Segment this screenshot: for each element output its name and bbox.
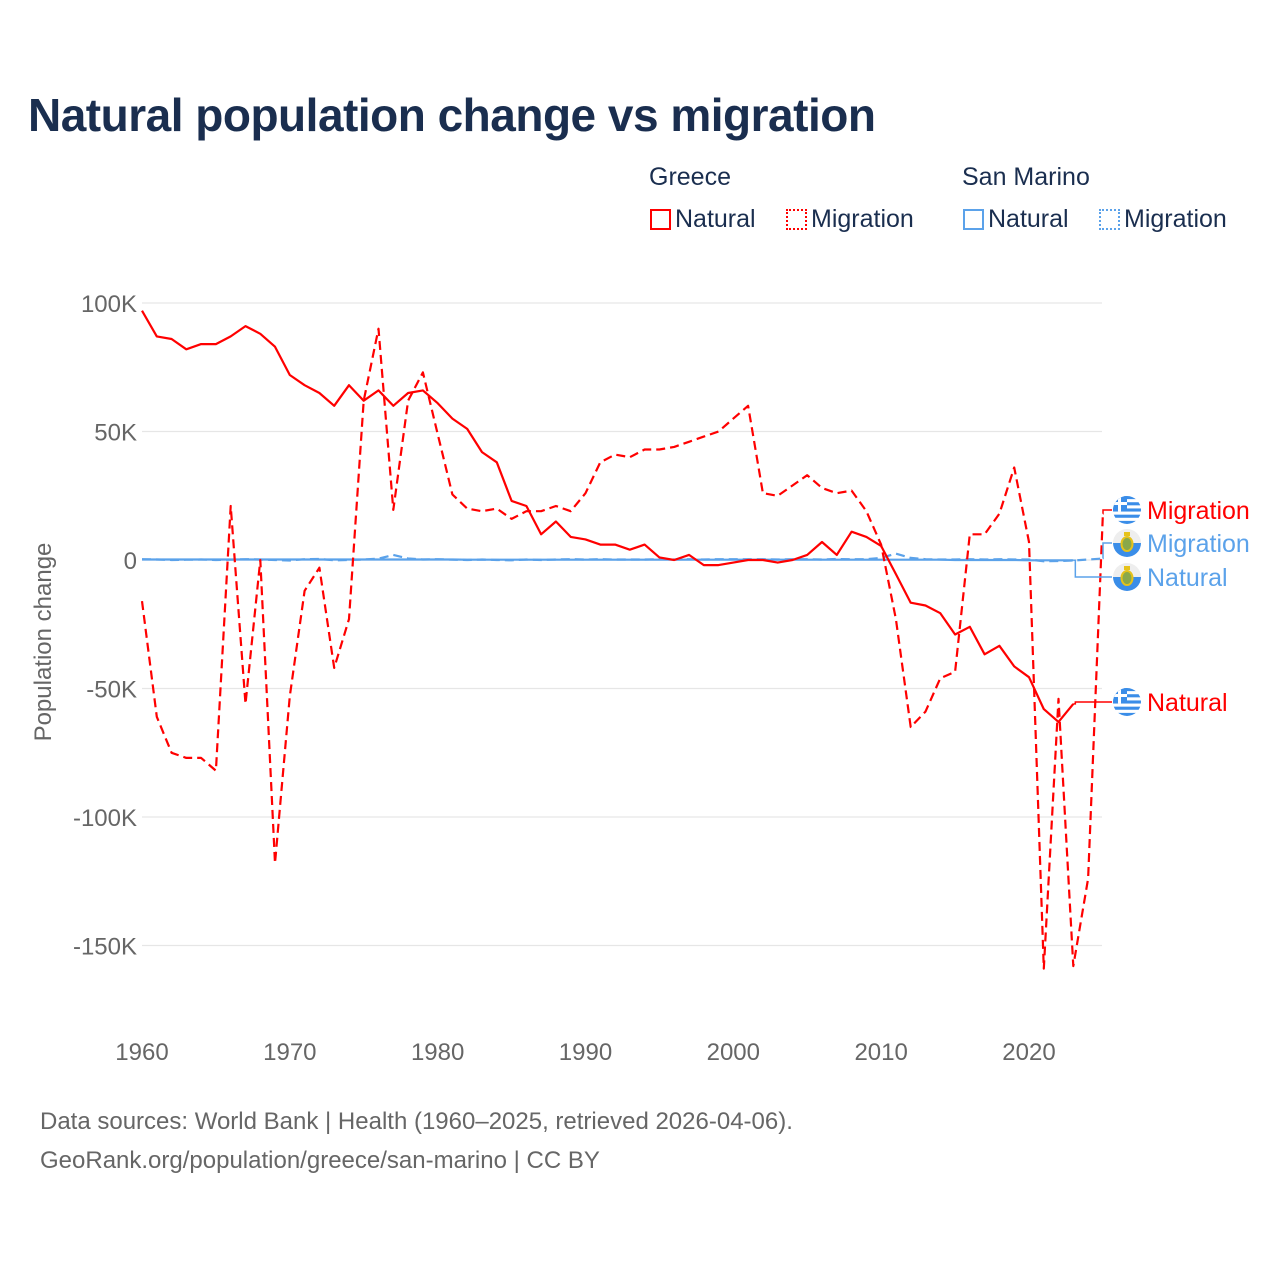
greece-flag-icon bbox=[1113, 496, 1141, 524]
x-tick-label: 1970 bbox=[263, 1039, 316, 1066]
series-line-greece-natural bbox=[141, 310, 1075, 724]
flag-cross bbox=[1113, 694, 1127, 697]
end-label: Migration bbox=[1147, 530, 1250, 558]
legend-group-greece: Greece bbox=[649, 163, 731, 191]
x-tick-label: 2010 bbox=[854, 1039, 907, 1066]
y-tick-label: 100K bbox=[81, 291, 137, 318]
y-tick-label: -150K bbox=[73, 934, 137, 961]
legend-label: Migration bbox=[1124, 205, 1227, 233]
flag-crown bbox=[1124, 532, 1130, 536]
end-label: Natural bbox=[1147, 564, 1228, 592]
end-label: Natural bbox=[1147, 689, 1228, 717]
series-line-greece-migration bbox=[140, 327, 1104, 970]
legend-san-marino-migration[interactable]: Migration bbox=[1099, 205, 1227, 234]
flag-stripe bbox=[1113, 712, 1141, 716]
grid bbox=[142, 302, 1102, 947]
san-marino-flag-icon bbox=[1113, 529, 1141, 557]
legend-greece-natural[interactable]: Natural bbox=[650, 205, 756, 234]
flag-emblem bbox=[1120, 570, 1134, 586]
x-tick-label: 2020 bbox=[1002, 1039, 1055, 1066]
y-axis-label: Population change bbox=[30, 543, 57, 742]
footer-sources: Data sources: World Bank | Health (1960–… bbox=[40, 1108, 793, 1135]
x-tick-label: 2000 bbox=[707, 1039, 760, 1066]
flag-cross bbox=[1113, 502, 1127, 505]
legend-swatch-solid-red bbox=[650, 209, 671, 230]
legend-swatch-dotted-red bbox=[786, 209, 807, 230]
label-connector bbox=[1102, 542, 1112, 560]
legend-swatch-dotted-blue bbox=[1099, 209, 1120, 230]
y-tick-label: 0 bbox=[124, 548, 137, 575]
flag-body bbox=[1113, 496, 1141, 524]
flag-stripe bbox=[1113, 514, 1141, 518]
legend-label: Natural bbox=[675, 205, 756, 233]
flag-stripe bbox=[1113, 520, 1141, 524]
x-tick-label: 1960 bbox=[115, 1039, 168, 1066]
y-axis-ticks: 100K 50K 0 -50K -100K -150K bbox=[73, 291, 137, 961]
y-tick-label: -100K bbox=[73, 805, 137, 832]
y-tick-label: 50K bbox=[94, 420, 137, 447]
flag-emblem bbox=[1120, 536, 1134, 552]
legend-swatch-solid-blue bbox=[963, 209, 984, 230]
x-tick-label: 1980 bbox=[411, 1039, 464, 1066]
series-line-san-marino-migration bbox=[141, 552, 1103, 563]
legend-greece-migration[interactable]: Migration bbox=[786, 205, 914, 234]
legend-san-marino-natural[interactable]: Natural bbox=[963, 205, 1069, 234]
label-connector bbox=[1073, 559, 1112, 578]
footer-link[interactable]: GeoRank.org/population/greece/san-marino… bbox=[40, 1147, 600, 1174]
san-marino-flag-icon bbox=[1113, 563, 1141, 591]
x-axis-ticks: 1960 1970 1980 1990 2000 2010 2020 bbox=[115, 1039, 1055, 1066]
greece-flag-icon bbox=[1113, 688, 1141, 716]
flag-body bbox=[1113, 529, 1141, 557]
flag-body bbox=[1113, 563, 1141, 591]
legend-label: Natural bbox=[988, 205, 1069, 233]
label-connector bbox=[1102, 509, 1112, 515]
legend-group-san-marino: San Marino bbox=[962, 163, 1090, 191]
end-label: Migration bbox=[1147, 497, 1250, 525]
series-lines bbox=[140, 310, 1104, 970]
label-connector bbox=[1073, 701, 1112, 705]
legend-label: Migration bbox=[811, 205, 914, 233]
flag-body bbox=[1113, 688, 1141, 716]
y-tick-label: -50K bbox=[86, 677, 137, 704]
x-tick-label: 1990 bbox=[559, 1039, 612, 1066]
flag-stripe bbox=[1113, 706, 1141, 710]
chart-title: Natural population change vs migration bbox=[28, 89, 876, 141]
flag-crown bbox=[1124, 566, 1130, 570]
